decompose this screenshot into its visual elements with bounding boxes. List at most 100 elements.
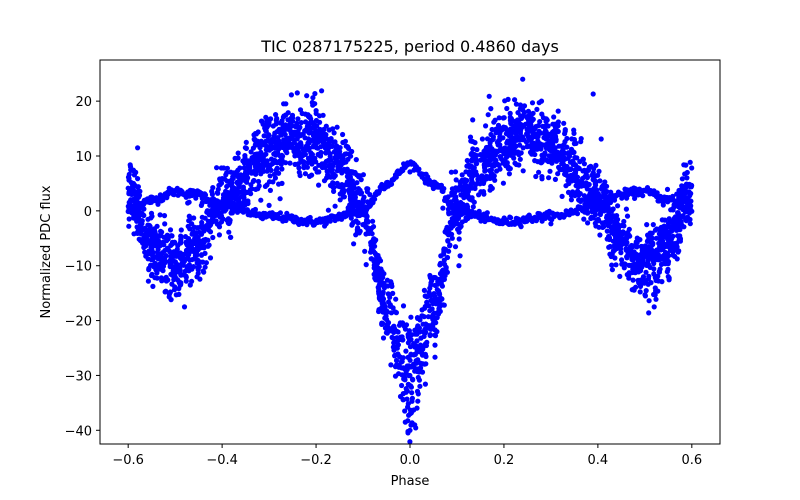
data-point xyxy=(657,246,663,252)
data-point xyxy=(466,164,473,170)
data-point xyxy=(414,388,421,394)
data-point xyxy=(169,272,176,278)
data-point xyxy=(431,319,437,325)
data-point xyxy=(230,193,236,199)
data-point xyxy=(483,123,489,129)
data-point xyxy=(497,166,503,172)
data-point xyxy=(583,197,589,203)
data-point xyxy=(538,160,545,166)
data-point xyxy=(440,267,446,273)
data-point xyxy=(520,136,527,142)
data-point xyxy=(447,242,453,248)
data-point xyxy=(574,211,581,217)
data-point xyxy=(536,140,542,147)
data-point xyxy=(559,193,565,199)
data-point xyxy=(548,131,555,137)
data-point xyxy=(143,253,149,259)
data-point xyxy=(609,267,616,273)
data-point xyxy=(652,256,658,262)
data-point xyxy=(350,193,356,199)
data-point xyxy=(400,303,407,309)
data-point xyxy=(581,216,587,222)
data-point xyxy=(662,249,669,256)
data-point xyxy=(407,439,413,445)
data-point xyxy=(557,167,563,173)
data-point xyxy=(657,266,663,272)
data-point xyxy=(444,230,450,236)
data-point xyxy=(373,277,379,283)
data-point xyxy=(303,119,309,125)
data-point xyxy=(555,128,561,135)
data-point xyxy=(224,165,230,171)
data-point xyxy=(423,321,429,327)
data-point xyxy=(154,235,160,241)
data-point xyxy=(193,239,199,245)
data-point xyxy=(600,224,606,230)
data-point xyxy=(379,320,385,326)
data-point xyxy=(376,291,382,297)
data-point xyxy=(458,192,464,198)
data-point xyxy=(452,244,459,250)
data-point xyxy=(489,185,495,191)
data-point xyxy=(474,147,480,153)
data-point xyxy=(430,312,436,318)
data-points xyxy=(125,76,695,445)
data-point xyxy=(531,125,537,131)
data-point xyxy=(496,115,502,121)
data-point xyxy=(202,192,209,198)
data-point xyxy=(508,215,514,221)
data-point xyxy=(623,206,630,212)
data-point xyxy=(492,177,498,183)
data-point xyxy=(651,304,657,310)
data-point xyxy=(683,216,689,222)
data-point xyxy=(277,120,284,126)
data-point xyxy=(484,136,491,142)
data-point xyxy=(643,261,649,267)
data-point xyxy=(164,238,170,244)
data-point xyxy=(520,168,526,174)
data-point xyxy=(509,146,515,152)
data-point xyxy=(247,163,253,169)
data-point xyxy=(277,210,283,216)
data-point xyxy=(127,164,134,170)
data-point xyxy=(389,283,395,289)
data-point xyxy=(345,205,351,211)
data-point xyxy=(553,158,560,164)
data-point xyxy=(401,376,407,382)
data-point xyxy=(187,226,193,232)
data-point xyxy=(617,273,623,279)
data-point xyxy=(390,290,396,296)
data-point xyxy=(631,287,637,293)
data-point xyxy=(630,257,636,263)
data-point xyxy=(659,256,666,262)
data-point xyxy=(332,203,338,209)
data-point xyxy=(687,159,693,165)
data-point xyxy=(258,149,264,155)
data-point xyxy=(239,177,245,183)
data-point xyxy=(680,213,686,219)
data-point xyxy=(133,169,139,175)
data-point xyxy=(611,243,617,249)
data-point xyxy=(301,159,307,165)
data-point xyxy=(623,246,629,252)
y-tick-label: −30 xyxy=(65,369,92,384)
data-point xyxy=(148,272,155,279)
data-point xyxy=(318,144,324,150)
data-point xyxy=(295,116,301,122)
data-point xyxy=(198,252,205,258)
data-point xyxy=(193,249,199,255)
data-point xyxy=(143,236,149,242)
data-point xyxy=(441,247,447,253)
data-point xyxy=(621,218,627,225)
data-point xyxy=(224,217,230,223)
data-point xyxy=(214,165,220,171)
data-point xyxy=(670,252,676,258)
data-point xyxy=(240,184,246,190)
data-point xyxy=(348,215,354,221)
data-point xyxy=(311,138,317,144)
data-point xyxy=(199,219,205,226)
data-point xyxy=(576,192,582,198)
data-point xyxy=(593,182,599,188)
data-point xyxy=(386,299,392,305)
